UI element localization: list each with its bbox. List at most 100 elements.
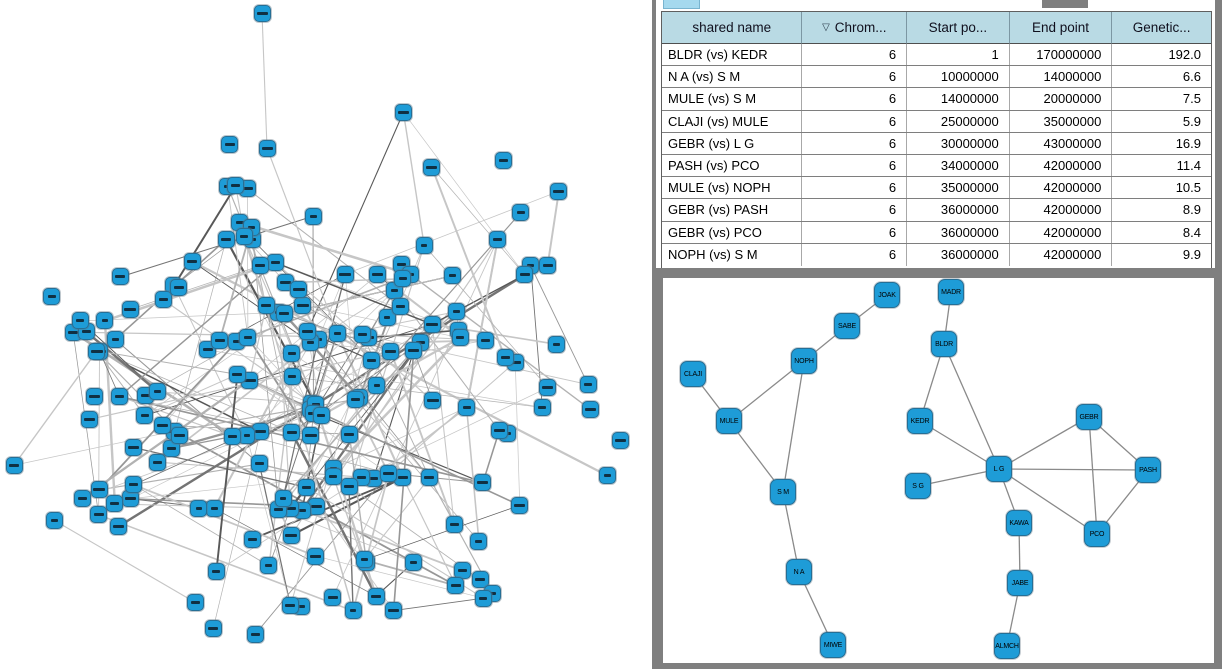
network-node[interactable]	[423, 315, 441, 333]
network-edge[interactable]	[393, 597, 484, 611]
network-edge[interactable]	[465, 239, 499, 408]
network-node[interactable]	[474, 474, 492, 492]
network-node[interactable]	[550, 182, 568, 200]
network-node[interactable]	[227, 177, 245, 195]
network-edge[interactable]	[283, 275, 454, 315]
cell-genetic[interactable]: 8.9	[1182, 202, 1201, 218]
cell-chrom[interactable]: 6	[802, 110, 908, 132]
cell-chrom[interactable]: 6	[802, 132, 908, 154]
network-edge[interactable]	[246, 311, 457, 436]
network-edge[interactable]	[389, 350, 456, 526]
network-edge[interactable]	[306, 112, 404, 332]
cell-shared-name[interactable]: GEBR (vs) PASH	[662, 199, 803, 221]
network-node[interactable]	[405, 342, 423, 360]
network-node[interactable]	[547, 335, 565, 353]
network-node-sabe[interactable]: SABE	[834, 313, 860, 339]
network-edge[interactable]	[227, 186, 249, 338]
cell-end-point[interactable]: 14000000	[1010, 66, 1113, 88]
network-edge[interactable]	[236, 273, 412, 343]
table-row[interactable]: GEBR (vs) PASH 6 36000000 42000000 8.9	[662, 199, 1211, 222]
network-node[interactable]	[336, 265, 354, 283]
network-node-pash[interactable]: PASH	[1135, 457, 1161, 483]
cell-genetic[interactable]: 16.9	[1175, 135, 1201, 151]
network-node[interactable]	[190, 499, 208, 517]
network-edge[interactable]	[144, 304, 303, 416]
network-node[interactable]	[340, 425, 358, 443]
network-node[interactable]	[423, 158, 441, 176]
network-node[interactable]	[476, 331, 494, 349]
network-node[interactable]	[228, 365, 246, 383]
network-node-gebr[interactable]: GEBR	[1076, 404, 1102, 430]
network-edge[interactable]	[311, 273, 347, 404]
cell-genetic[interactable]: 6.6	[1182, 69, 1201, 85]
cell-end-point[interactable]: 42000000	[1010, 199, 1113, 221]
cell-chrom[interactable]: 6	[802, 199, 908, 221]
network-node[interactable]	[382, 342, 400, 360]
network-node[interactable]	[217, 230, 235, 248]
network-edge[interactable]	[268, 376, 293, 567]
network-node[interactable]	[124, 438, 142, 456]
cell-start-po[interactable]: 30000000	[907, 132, 1010, 154]
network-edge[interactable]	[348, 434, 368, 563]
network-node[interactable]	[415, 236, 433, 254]
network-node[interactable]	[579, 376, 597, 394]
network-node[interactable]	[451, 329, 469, 347]
network-node[interactable]	[420, 469, 438, 487]
network-node[interactable]	[149, 383, 167, 401]
network-edge[interactable]	[246, 188, 249, 338]
cell-shared-name[interactable]: GEBR (vs) L G	[662, 132, 803, 154]
network-node[interactable]	[447, 303, 465, 321]
cell-chrom[interactable]: 6	[802, 44, 908, 66]
network-edge[interactable]	[352, 473, 390, 612]
network-edge[interactable]	[246, 289, 395, 436]
network-node[interactable]	[511, 496, 529, 514]
network-node[interactable]	[239, 328, 257, 346]
network-node[interactable]	[598, 467, 616, 485]
network-node[interactable]	[458, 399, 476, 417]
network-edge[interactable]	[261, 12, 268, 149]
network-edge[interactable]	[782, 491, 800, 573]
network-node-na[interactable]: N A	[786, 559, 812, 585]
cell-start-po[interactable]: 14000000	[907, 88, 1010, 110]
network-edge[interactable]	[546, 191, 560, 266]
network-node[interactable]	[73, 489, 91, 507]
network-node[interactable]	[367, 587, 385, 605]
network-node[interactable]	[207, 563, 225, 581]
network-node[interactable]	[298, 323, 316, 341]
network-node[interactable]	[260, 557, 278, 575]
network-node[interactable]	[121, 300, 139, 318]
network-node[interactable]	[283, 423, 301, 441]
network-edge[interactable]	[402, 112, 425, 246]
network-node[interactable]	[424, 392, 442, 410]
cell-start-po[interactable]: 35000000	[907, 177, 1010, 199]
network-node[interactable]	[170, 279, 188, 297]
cell-genetic[interactable]: 10.5	[1175, 180, 1201, 196]
network-node-joak[interactable]: JOAK	[874, 282, 900, 308]
network-node[interactable]	[294, 296, 312, 314]
network-node[interactable]	[281, 597, 299, 615]
network-node[interactable]	[43, 288, 61, 306]
network-edge[interactable]	[54, 520, 197, 604]
network-node[interactable]	[111, 268, 129, 286]
network-edge[interactable]	[943, 343, 1000, 470]
network-edge[interactable]	[239, 220, 412, 276]
table-row[interactable]: N A (vs) S M 6 10000000 14000000 6.6	[662, 66, 1211, 89]
network-edge[interactable]	[332, 336, 462, 470]
network-node[interactable]	[243, 530, 261, 548]
table-row[interactable]: CLAJI (vs) MULE 6 25000000 35000000 5.9	[662, 110, 1211, 133]
network-node[interactable]	[275, 305, 293, 323]
network-edge[interactable]	[133, 402, 312, 486]
network-edge[interactable]	[430, 166, 507, 359]
network-edge[interactable]	[130, 265, 261, 310]
network-edge[interactable]	[394, 289, 500, 432]
network-edge[interactable]	[998, 468, 1098, 535]
network-node[interactable]	[282, 526, 300, 544]
network-edge[interactable]	[465, 407, 480, 542]
network-edge[interactable]	[144, 373, 238, 417]
column-header-shared-name[interactable]: shared name	[662, 12, 803, 44]
network-edge[interactable]	[514, 362, 521, 506]
scrollbar-thumb[interactable]	[1042, 0, 1088, 8]
network-edge[interactable]	[1088, 416, 1098, 535]
network-node[interactable]	[344, 602, 362, 620]
network-edge[interactable]	[171, 435, 234, 450]
